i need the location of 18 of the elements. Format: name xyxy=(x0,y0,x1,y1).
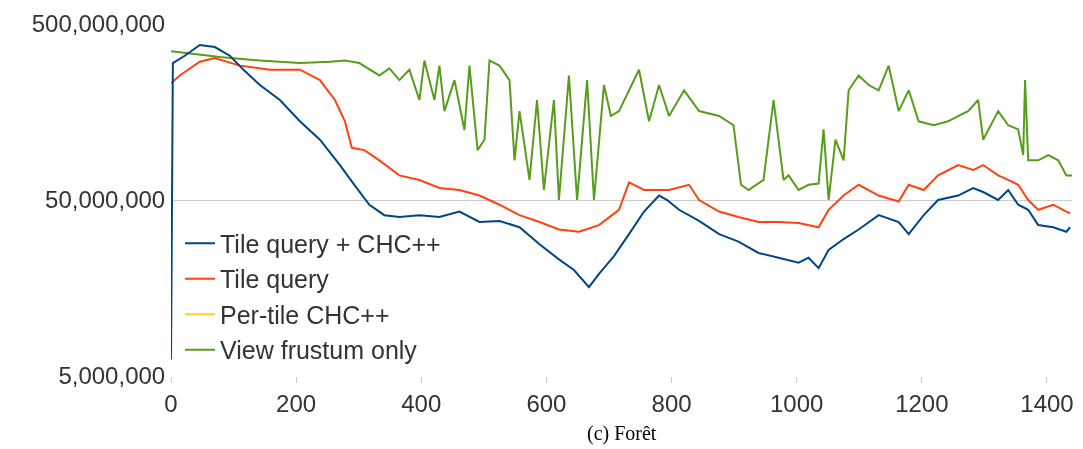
y-tick-label: 50,000,000 xyxy=(45,186,166,214)
y-tick-label: 5,000,000 xyxy=(58,362,166,390)
y-tick-label: 500,000,000 xyxy=(31,10,166,38)
x-tick-label: 800 xyxy=(651,389,692,417)
legend-label: View frustum only xyxy=(220,336,418,365)
x-tick-label: 200 xyxy=(276,389,317,417)
x-tick-label: 1200 xyxy=(895,389,949,417)
legend-label: Tile query + CHC++ xyxy=(220,229,441,258)
x-tick-label: 400 xyxy=(401,389,442,417)
x-tick-label: 0 xyxy=(164,389,178,417)
line-series xyxy=(171,50,1072,201)
text: (c) Forêt xyxy=(587,422,657,445)
legend-label: Per-tile CHC++ xyxy=(220,300,390,329)
x-tick-label: 1000 xyxy=(769,389,824,417)
x-tick-label: 600 xyxy=(526,389,567,417)
line-series xyxy=(171,57,1072,233)
legend-label: Tile query xyxy=(220,265,330,294)
x-tick-label: 1400 xyxy=(1020,389,1074,417)
